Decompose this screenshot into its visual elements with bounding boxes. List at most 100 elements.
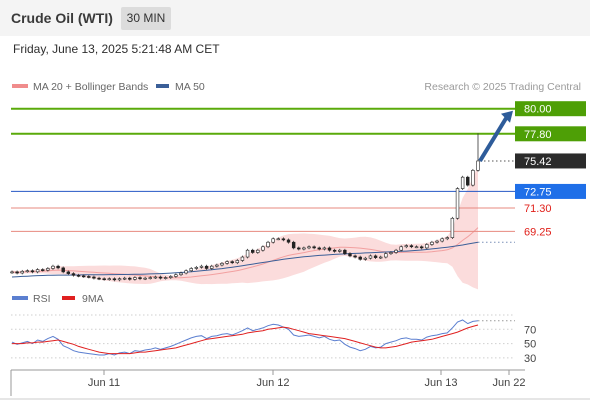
interval-button[interactable]: 30 MIN bbox=[121, 7, 171, 30]
level-label-box bbox=[515, 101, 586, 117]
candle-body bbox=[343, 249, 347, 254]
ma20-line bbox=[11, 227, 479, 279]
legend-label-ma50: MA 50 bbox=[175, 81, 205, 93]
candle-body bbox=[281, 238, 286, 241]
candle-body bbox=[61, 267, 65, 273]
candle-body bbox=[153, 276, 158, 279]
x-tick-label: Jun 22 bbox=[492, 377, 525, 389]
candle-body bbox=[419, 246, 424, 249]
x-tick-label: Jun 11 bbox=[88, 377, 120, 389]
candle-body bbox=[30, 270, 35, 273]
legend-swatch-rsi-ma bbox=[62, 296, 75, 300]
candle-body bbox=[158, 276, 163, 279]
candle-body bbox=[297, 247, 301, 250]
candle-body bbox=[307, 246, 311, 249]
candle-body bbox=[81, 275, 86, 278]
candle-body bbox=[378, 256, 383, 259]
level-label: 77.80 bbox=[524, 129, 552, 141]
candle-body bbox=[199, 265, 204, 268]
candle-body bbox=[440, 238, 444, 242]
candle-body bbox=[215, 264, 219, 267]
candle-body bbox=[471, 170, 475, 186]
candle-body bbox=[15, 271, 19, 274]
level-label: 80.00 bbox=[524, 104, 552, 116]
candle-body bbox=[46, 268, 50, 271]
legend-swatch-rsi bbox=[12, 296, 28, 300]
candle-body bbox=[20, 271, 24, 274]
candle-body bbox=[373, 255, 378, 258]
candle-body bbox=[276, 238, 280, 241]
rsi-ma-line bbox=[12, 324, 479, 355]
candle-body bbox=[174, 274, 178, 277]
candle-body bbox=[107, 278, 112, 281]
candle-body bbox=[225, 261, 229, 264]
candle-body bbox=[117, 278, 122, 281]
legend-label-rsi: RSI bbox=[33, 293, 51, 305]
candle-body bbox=[266, 241, 270, 248]
candle-body bbox=[250, 249, 255, 253]
candle-body bbox=[476, 160, 480, 171]
candle-body bbox=[169, 276, 173, 278]
level-label-box bbox=[515, 126, 586, 142]
candle-body bbox=[358, 256, 362, 260]
candle-body bbox=[384, 253, 388, 258]
rsi-line bbox=[11, 319, 479, 356]
legend-swatch-ma20 bbox=[12, 84, 28, 88]
candle-body bbox=[235, 260, 240, 264]
candle-body bbox=[445, 237, 449, 240]
candle-body bbox=[87, 276, 91, 278]
candle-body bbox=[204, 265, 209, 269]
level-label: 72.75 bbox=[524, 186, 552, 198]
legend-swatch-ma50 bbox=[156, 84, 169, 88]
candle-body bbox=[332, 249, 337, 252]
candle-body bbox=[404, 245, 409, 248]
rsi-level-label: 30 bbox=[524, 353, 536, 365]
ma50-line bbox=[11, 241, 479, 278]
candle-body bbox=[76, 275, 81, 277]
legend-label-ma20: MA 20 + Bollinger Bands bbox=[33, 81, 148, 93]
level-label: 71.30 bbox=[524, 203, 552, 215]
candle-body bbox=[148, 277, 152, 279]
rsi-level-label: 50 bbox=[524, 339, 536, 351]
candle-body bbox=[435, 240, 439, 243]
candle-body bbox=[143, 277, 147, 280]
timestamp: Friday, June 13, 2025 5:21:48 AM CET bbox=[13, 42, 220, 56]
candle-body bbox=[271, 238, 275, 243]
candle-body bbox=[35, 269, 40, 273]
candle-body bbox=[430, 241, 434, 245]
candle-body bbox=[97, 277, 101, 280]
candle-body bbox=[466, 176, 470, 186]
x-tick-label: Jun 13 bbox=[424, 377, 457, 389]
candle-body bbox=[261, 246, 265, 251]
candle-body bbox=[133, 277, 137, 280]
candle-body bbox=[368, 255, 373, 259]
candle-body bbox=[92, 276, 96, 279]
candle-body bbox=[102, 278, 106, 281]
candle-body bbox=[220, 263, 224, 266]
candle-body bbox=[389, 252, 393, 254]
candle-body bbox=[394, 249, 398, 253]
candle-body bbox=[425, 244, 429, 249]
candle-body bbox=[240, 256, 245, 261]
candle-body bbox=[256, 249, 260, 253]
candle-body bbox=[291, 241, 296, 249]
candle-body bbox=[210, 265, 214, 269]
candle-body bbox=[71, 273, 76, 276]
bottom-divider bbox=[0, 398, 590, 400]
candle-body bbox=[312, 246, 316, 249]
candle-body bbox=[230, 261, 234, 264]
rsi-level-label: 70 bbox=[524, 324, 536, 336]
level-label-box bbox=[515, 183, 586, 199]
candle-body bbox=[399, 246, 403, 251]
candle-body bbox=[286, 239, 291, 243]
candle-body bbox=[128, 277, 132, 280]
candle-body bbox=[460, 176, 465, 189]
candle-body bbox=[409, 245, 414, 248]
candle-body bbox=[56, 265, 60, 269]
candle-body bbox=[51, 265, 55, 269]
candle-body bbox=[317, 247, 321, 250]
candle-body bbox=[353, 255, 357, 258]
level-label: 69.25 bbox=[524, 226, 552, 238]
target-arrow-shaft bbox=[478, 115, 509, 163]
